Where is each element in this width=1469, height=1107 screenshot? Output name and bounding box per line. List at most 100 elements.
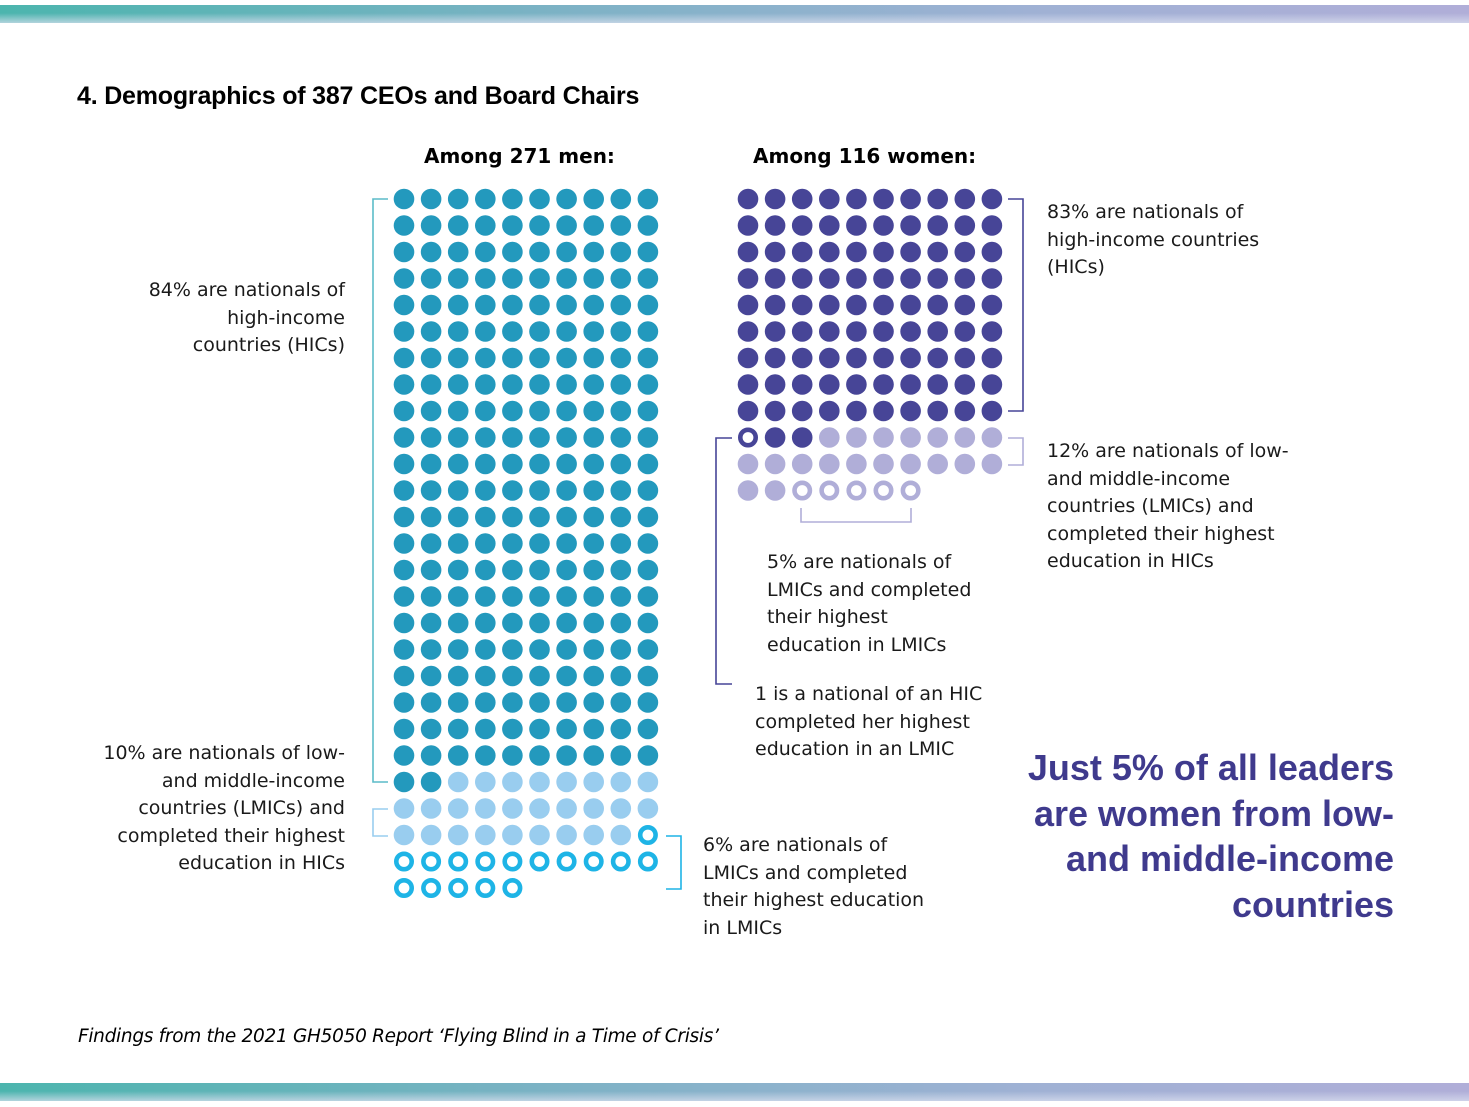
men-dot-hic [556,480,577,501]
women-dot-hic [764,427,786,448]
women-dot-lmic-hic-edu [846,427,867,448]
women-dot-hic [737,347,759,369]
women-dot-lmic-hic-edu [873,427,894,448]
women-dot-lmic-hic-edu [764,453,786,475]
women-dot-lmic-hic-edu [791,453,813,475]
men-dot-hic [637,347,659,369]
men-dot-hic [502,480,523,501]
men-waffle [393,188,659,898]
men-dot-hic [529,718,550,740]
women-dot-lmic-lmic-edu [873,480,894,501]
women-dot-hic [900,268,921,289]
men-dot-hic [637,427,659,448]
women-dot-hic [927,215,948,236]
men-hic-bracket [372,198,388,783]
women-dot-lmic-hic-edu [873,453,894,475]
men-dot-hic [447,506,469,528]
women-dot-hic [900,347,921,369]
men-dot-hic [556,241,577,263]
men-dot-hic [529,639,550,660]
men-dot-hic [556,347,577,369]
women-dot-hic [873,241,894,263]
women-dot-hic [846,374,867,395]
men-dot-hic [475,215,496,236]
women-dot-lmic-lmic-edu [846,480,867,501]
men-dot-hic [475,347,496,369]
men-dot-hic [502,692,523,713]
men-dot-hic [637,453,659,475]
men-dot-hic [529,586,550,607]
men-dot-hic [529,374,550,395]
men-dot-hic [447,718,469,740]
men-dot-hic [447,427,469,448]
men-dot-hic [610,533,632,554]
men-dot-hic [556,294,577,316]
men-dot-hic [637,533,659,554]
men-dot-hic [556,639,577,660]
women-hic-lmic-edu-annotation: 1 is a national of an HIC completed her … [755,683,983,760]
men-dot-hic [502,533,523,554]
men-dot-hic [393,745,415,766]
women-group-heading: Among 116 women: [753,144,977,168]
women-dot-hic [954,268,976,289]
men-dot-hic [529,612,550,634]
men-dot-hic [502,453,523,475]
men-dot-hic [447,241,469,263]
women-dot-lmic-hic-edu [819,427,840,448]
women-dot-hic [819,188,840,210]
men-dot-hic [556,215,577,236]
men-dot-hic [420,612,442,634]
men-dot-hic [637,241,659,263]
men-dot-hic [556,586,577,607]
men-dot-hic [529,692,550,713]
men-dot-hic [447,215,469,236]
men-dot-hic [529,453,550,475]
women-dot-hic [873,188,894,210]
women-dot-hic [954,400,976,422]
men-dot-hic [447,347,469,369]
men-dot-hic [556,718,577,740]
men-dot-hic [420,559,442,581]
men-dot-lmic-hic-edu [583,798,604,819]
men-dot-hic [637,559,659,581]
women-dot-hic [873,268,894,289]
men-dot-hic [610,294,632,316]
women-dot-hic [764,294,786,316]
women-hic-bracket [1008,198,1024,412]
men-dot-hic [583,559,604,581]
women-dot-hic [873,347,894,369]
men-dot-hic [393,559,415,581]
women-dot-lmic-hic-edu [900,427,921,448]
women-dot-hic [900,241,921,263]
men-dot-hic [529,665,550,687]
women-dot-hic [819,268,840,289]
men-dot-hic [502,665,523,687]
men-dot-lmic-hic-edu [529,798,550,819]
men-dot-lmic-hic-edu [393,798,415,819]
men-dot-lmic-lmic-edu [448,877,469,898]
men-dot-hic [583,718,604,740]
men-dot-hic [610,321,632,342]
men-dot-hic [420,400,442,422]
men-dot-hic [475,188,496,210]
men-dot-hic [393,427,415,448]
men-dot-lmic-lmic-edu [448,851,469,872]
men-dot-hic [393,665,415,687]
men-dot-hic [393,374,415,395]
women-dot-hic [791,188,813,210]
men-dot-hic [420,665,442,687]
men-dot-hic [610,506,632,528]
men-dot-lmic-hic-edu [529,771,550,793]
men-dot-hic [502,400,523,422]
women-dot-hic [873,374,894,395]
men-dot-hic [502,506,523,528]
men-dot-hic [475,586,496,607]
men-dot-hic [583,639,604,660]
men-dot-hic [583,215,604,236]
women-dot-hic [873,215,894,236]
men-dot-hic [475,480,496,501]
men-dot-hic [583,400,604,422]
men-dot-hic [502,639,523,660]
men-dot-hic [447,188,469,210]
women-hic-annotation: 83% are nationals of high-income countri… [1047,201,1260,278]
